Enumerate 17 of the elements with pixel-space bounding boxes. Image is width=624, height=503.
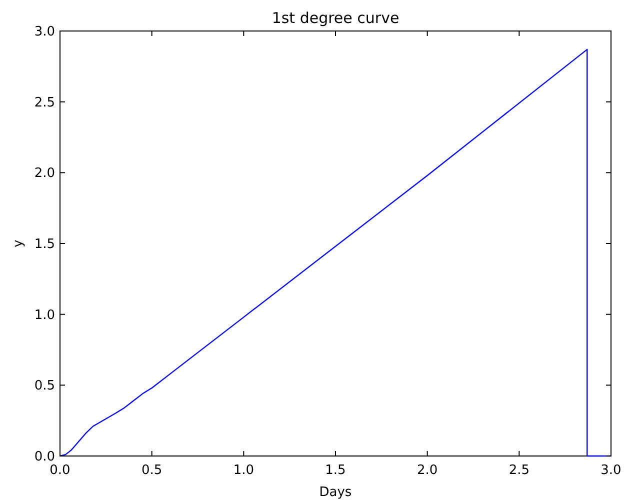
x-tick-label: 1.0 xyxy=(233,463,254,478)
x-tick-label: 3.0 xyxy=(600,463,622,478)
y-tick-label: 0.5 xyxy=(34,378,55,394)
x-tick-label: 2.5 xyxy=(508,463,530,478)
y-tick-label: 0.0 xyxy=(34,450,55,465)
y-tick-label: 1.5 xyxy=(34,237,55,252)
x-tick-label: 2.0 xyxy=(416,463,438,478)
y-tick-label: 1.0 xyxy=(34,308,55,323)
y-tick-label: 2.0 xyxy=(34,166,55,182)
x-tick-label: 0.5 xyxy=(141,463,162,478)
y-tick-label: 2.5 xyxy=(34,95,55,110)
x-axis-title: Days xyxy=(319,485,352,500)
y-axis-title: y xyxy=(11,239,26,248)
x-tick-label: 1.5 xyxy=(325,463,346,478)
x-tick-label: 0.0 xyxy=(50,463,70,478)
y-tick-label: 3.0 xyxy=(34,24,55,40)
chart-title: 1st degree curve xyxy=(272,9,400,27)
